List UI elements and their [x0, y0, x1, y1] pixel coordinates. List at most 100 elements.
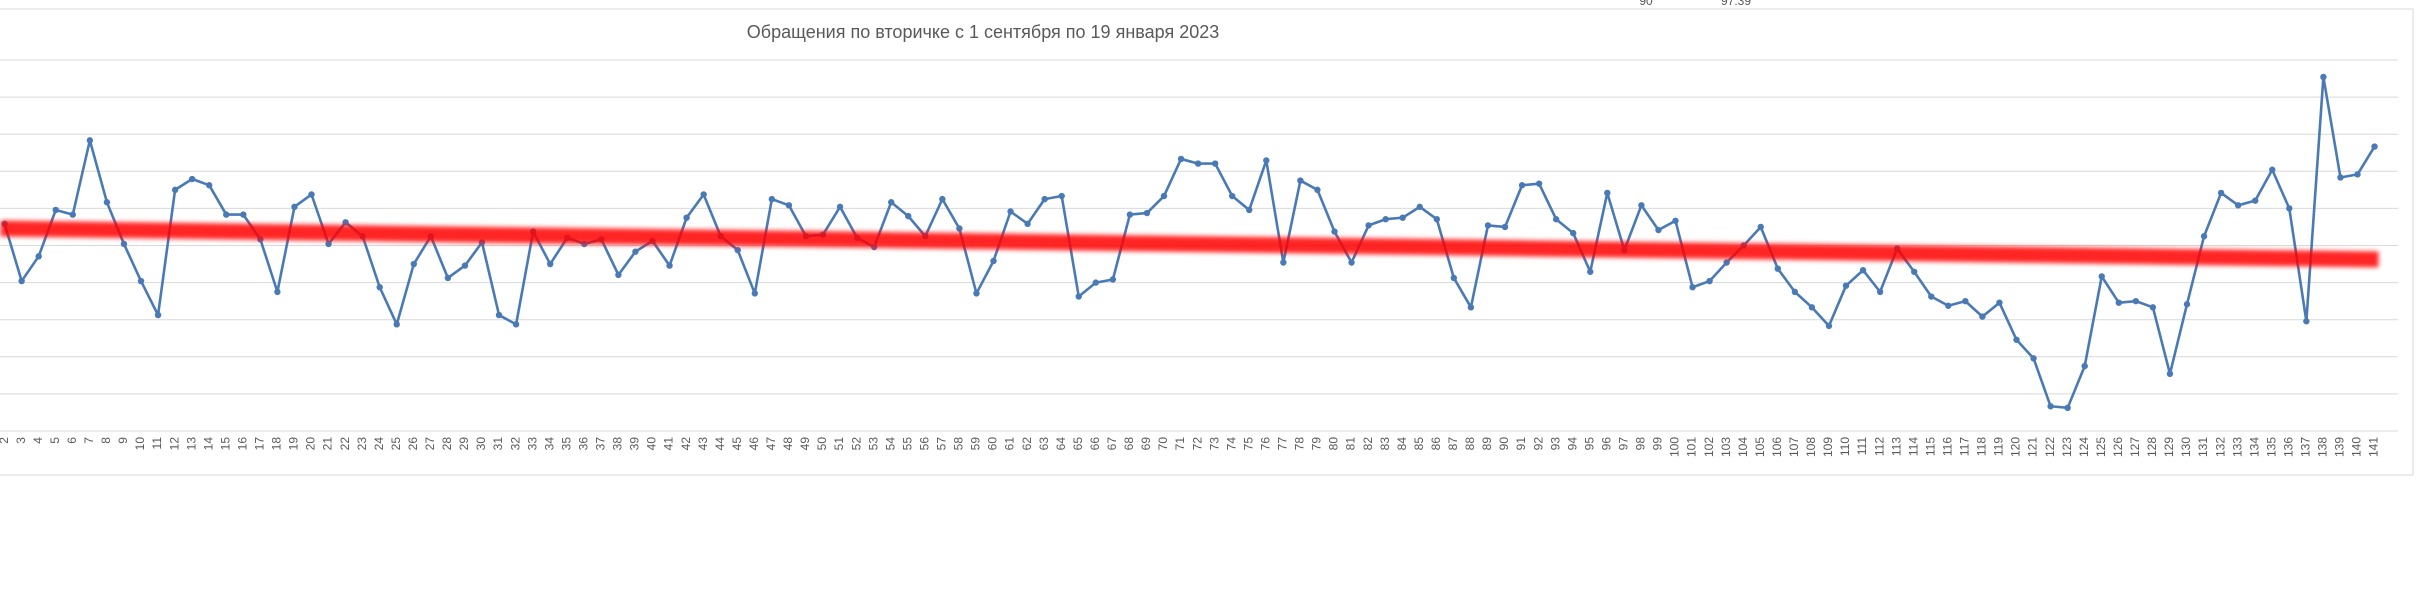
x-tick-label: 7 — [82, 437, 96, 444]
x-tick-label: 122 — [2043, 437, 2057, 457]
data-point — [1331, 228, 1338, 235]
x-tick-label: 108 — [1804, 437, 1818, 457]
data-point — [86, 137, 94, 144]
x-tick-label: 102 — [1702, 437, 1716, 457]
x-tick-label: 88 — [1463, 437, 1477, 451]
data-point — [1689, 284, 1696, 291]
x-tick-label: 65 — [1071, 437, 1085, 451]
chart-border — [0, 8, 2414, 476]
data-point — [990, 257, 997, 265]
x-tick-label: 82 — [1361, 437, 1375, 451]
data-point — [1552, 216, 1560, 223]
x-tick-label: 31 — [491, 437, 505, 451]
x-tick-label: 129 — [2162, 437, 2176, 457]
x-tick-label: 80 — [1327, 437, 1341, 451]
x-tick-label: 34 — [542, 437, 556, 451]
x-tick-label: 132 — [2213, 437, 2227, 457]
x-tick-label: 112 — [1872, 437, 1886, 456]
x-tick-label: 15 — [218, 437, 232, 451]
x-tick-label: 69 — [1139, 437, 1153, 451]
x-tick-label: 49 — [798, 437, 812, 451]
data-point — [223, 211, 230, 218]
x-tick-label: 117 — [1958, 437, 1972, 456]
x-tick-label: 96 — [1599, 437, 1613, 451]
x-tick-label: 41 — [662, 437, 676, 451]
data-point — [1109, 276, 1117, 283]
data-point — [461, 262, 469, 269]
x-tick-label: 86 — [1429, 437, 1443, 451]
x-tick-label: 78 — [1293, 437, 1307, 451]
x-tick-label: 10 — [133, 437, 147, 451]
x-tick-label: 8 — [99, 437, 113, 444]
x-tick-label: 116 — [1940, 437, 1954, 456]
data-point — [2047, 403, 2054, 410]
x-tick-label: 137 — [2299, 437, 2313, 457]
data-point — [1075, 293, 1082, 300]
x-tick-label: 126 — [2111, 437, 2125, 457]
data-point — [52, 206, 59, 214]
x-tick-label: 131 — [2196, 437, 2210, 457]
trendline — [0, 220, 2379, 268]
data-point — [2013, 336, 2020, 343]
data-point — [1979, 313, 1986, 320]
x-tick-label: 100 — [1668, 437, 1682, 457]
data-point — [785, 202, 793, 209]
x-tick-label: 73 — [1207, 437, 1221, 451]
x-tick-label: 16 — [235, 437, 249, 451]
data-point — [410, 260, 417, 268]
data-point — [512, 321, 520, 328]
data-point — [171, 186, 179, 194]
data-point — [2269, 166, 2276, 173]
data-point — [956, 225, 963, 232]
x-tick-label: 14 — [201, 437, 215, 451]
data-point — [836, 203, 844, 211]
data-point — [2132, 297, 2140, 305]
x-tick-label: 87 — [1446, 437, 1460, 451]
data-point — [2252, 197, 2259, 204]
x-tick-label: 128 — [2145, 437, 2159, 457]
x-tick-label: 54 — [883, 437, 897, 451]
x-tick-label: 50 — [815, 437, 829, 451]
x-tick-label: 107 — [1787, 437, 1801, 457]
x-tick-label: 79 — [1310, 437, 1324, 451]
x-tick-label: 4 — [31, 437, 45, 444]
x-tick-label: 13 — [184, 437, 198, 451]
x-tick-label: 33 — [525, 437, 539, 451]
data-point — [325, 240, 332, 248]
data-point — [2303, 318, 2310, 325]
data-point — [1450, 274, 1458, 282]
data-point — [1297, 177, 1304, 184]
x-tick-label: 24 — [372, 437, 386, 451]
data-point — [154, 311, 162, 319]
data-point — [1314, 186, 1321, 194]
x-tick-label: 106 — [1770, 437, 1784, 457]
data-point — [137, 277, 145, 285]
data-point — [2234, 202, 2242, 209]
x-tick-label: 43 — [696, 437, 710, 451]
data-point — [1518, 182, 1526, 189]
data-point — [1876, 288, 1884, 296]
x-tick-label: 28 — [440, 437, 454, 451]
data-point — [1825, 322, 1833, 330]
x-tick-label: 68 — [1122, 437, 1136, 451]
data-point — [1484, 222, 1492, 229]
x-tick-label: 94 — [1565, 437, 1579, 451]
x-tick-label: 98 — [1634, 437, 1648, 451]
data-point — [1467, 304, 1475, 311]
x-tick-label: 12 — [167, 437, 181, 451]
x-tick-label: 38 — [611, 437, 625, 451]
data-point — [1501, 223, 1509, 231]
x-tick-label: 99 — [1651, 437, 1665, 451]
x-tick-label: 55 — [900, 437, 914, 451]
x-tick-label: 44 — [713, 437, 727, 451]
x-tick-label: 46 — [747, 437, 761, 451]
x-tick-label: 9 — [116, 437, 130, 444]
data-point — [700, 191, 707, 198]
data-point — [1024, 220, 1031, 228]
data-point — [1706, 277, 1713, 285]
x-tick-label: 89 — [1480, 437, 1494, 451]
x-tick-label: 6 — [65, 437, 79, 444]
data-point — [1007, 208, 1014, 215]
x-tick-label: 120 — [2009, 437, 2023, 457]
data-point — [1535, 180, 1543, 187]
